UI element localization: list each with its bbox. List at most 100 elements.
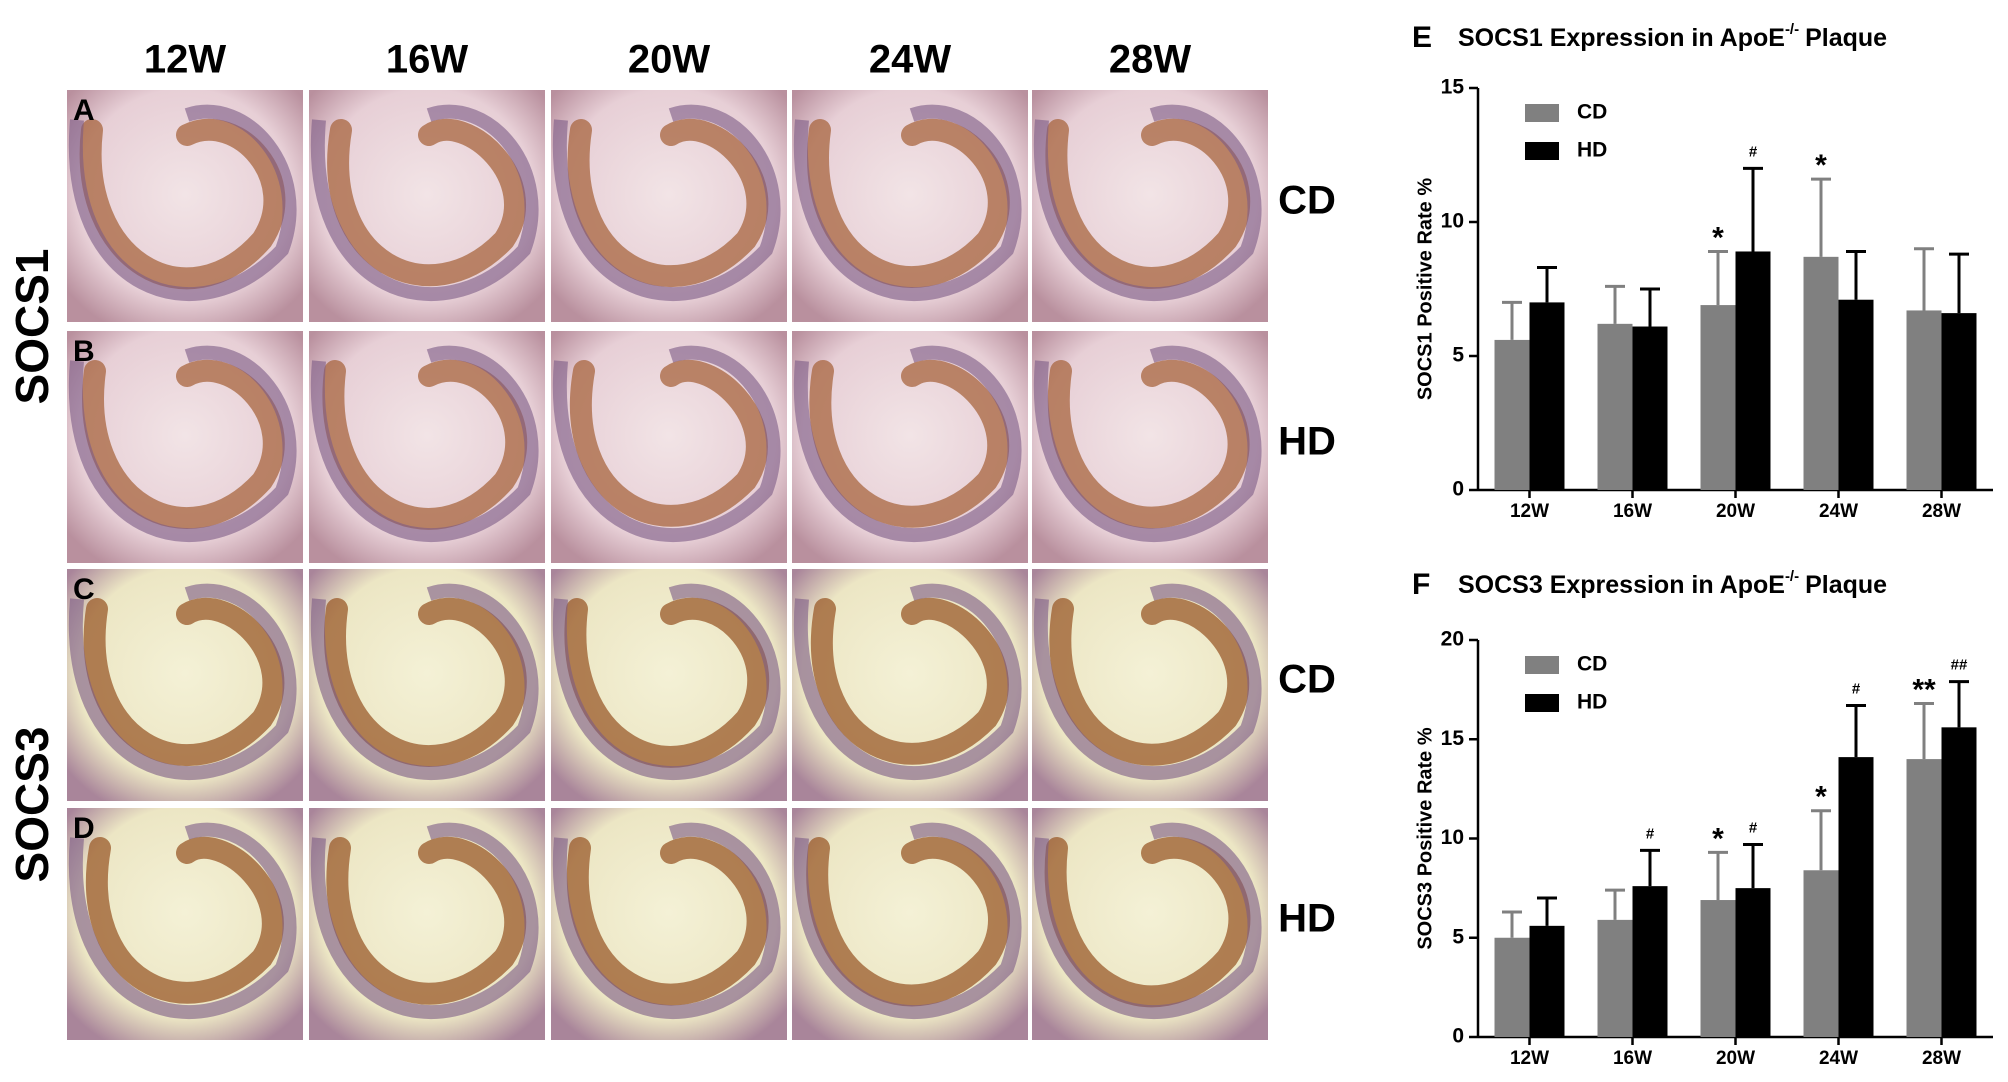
vessel-wall	[567, 836, 769, 1006]
title-part: SOCS3 Expression in ApoE	[1458, 571, 1785, 599]
legend-label: CD	[1577, 653, 1607, 676]
bar	[1735, 251, 1771, 490]
row-group-label: SOCS3	[6, 727, 58, 883]
vessel-wall	[324, 597, 527, 767]
bar	[1494, 937, 1530, 1037]
micrograph	[1032, 90, 1268, 322]
significance-mark: **	[1912, 673, 1936, 706]
vessel-wall-edge	[793, 583, 1022, 781]
vessel-wall	[807, 118, 1010, 288]
error-bar	[1605, 888, 1625, 920]
vessel-wall-edge	[310, 104, 539, 302]
vessel-wall-edge	[793, 345, 1022, 543]
bar	[1838, 299, 1874, 490]
micrograph	[1032, 569, 1268, 801]
vessel-wall	[1048, 359, 1250, 529]
y-tick-label: 10	[1441, 826, 1464, 849]
x-tick-label: 16W	[1613, 501, 1652, 522]
significance-mark: *	[1815, 781, 1827, 814]
x-tick-label: 12W	[1510, 501, 1549, 522]
x-tick-label: 28W	[1922, 501, 1961, 522]
legend-label: HD	[1577, 139, 1607, 162]
error-bar	[1640, 287, 1660, 327]
micrograph	[1032, 808, 1268, 1040]
vessel-wall-edge	[310, 345, 539, 543]
micrograph	[67, 808, 303, 1040]
error-bar	[1914, 247, 1934, 311]
vessel-wall	[327, 118, 526, 287]
vessel-wall-edge	[68, 822, 297, 1020]
y-axis-label: SOCS1 Positive Rate %	[1414, 178, 1436, 401]
significance-mark: *	[1712, 221, 1724, 254]
bar	[1494, 339, 1530, 490]
micrograph	[551, 808, 787, 1040]
significance-mark: #	[1646, 825, 1655, 842]
vessel-wall-edge	[68, 345, 297, 543]
vessel-wall-edge	[552, 104, 781, 302]
vessel-wall-edge	[552, 345, 781, 543]
micrograph	[551, 331, 787, 563]
chart-title: SOCS1 Expression in ApoE-/- Plaque	[1458, 21, 1887, 52]
y-tick-label: 5	[1452, 344, 1464, 367]
vessel-wall	[569, 359, 768, 527]
bar	[1735, 888, 1771, 1037]
error-bar	[1811, 809, 1831, 871]
vessel-wall	[1045, 118, 1251, 289]
error-bar	[1537, 266, 1557, 303]
column-header: 12W	[144, 38, 226, 82]
x-tick-label: 24W	[1819, 501, 1858, 522]
micrograph	[309, 808, 545, 1040]
bar	[1838, 757, 1874, 1037]
micrograph	[792, 90, 1028, 322]
error-bar	[1949, 252, 1969, 314]
bar	[1906, 759, 1942, 1037]
vessel-wall	[810, 597, 1009, 765]
error-bar	[1605, 284, 1625, 324]
x-tick-label: 28W	[1922, 1048, 1961, 1069]
panel-letter: C	[73, 573, 95, 606]
diet-label: CD	[1278, 658, 1336, 702]
vessel-wall	[567, 118, 769, 288]
diet-label: CD	[1278, 179, 1336, 223]
vessel-wall-edge	[1033, 104, 1262, 302]
bar	[1700, 305, 1736, 490]
error-bar	[1949, 680, 1969, 728]
vessel-wall	[564, 597, 770, 768]
bar	[1632, 326, 1668, 490]
bar	[1803, 256, 1839, 490]
error-bar	[1846, 704, 1866, 758]
bar	[1597, 919, 1633, 1037]
vessel-wall-edge	[310, 822, 539, 1020]
significance-mark: ##	[1951, 657, 1968, 674]
error-bar	[1846, 249, 1866, 300]
column-header: 24W	[869, 38, 951, 82]
panel-letter: A	[73, 94, 95, 127]
vessel-wall	[322, 359, 528, 530]
bar	[1803, 870, 1839, 1037]
y-tick-label: 20	[1441, 628, 1464, 651]
legend-swatch	[1525, 142, 1559, 160]
bar	[1529, 302, 1565, 490]
vessel-wall	[82, 359, 285, 529]
x-tick-label: 20W	[1716, 501, 1755, 522]
y-tick-label: 15	[1441, 727, 1465, 750]
bar	[1529, 925, 1565, 1037]
bar	[1700, 900, 1736, 1037]
legend-swatch	[1525, 694, 1559, 712]
vessel-wall-edge	[1033, 822, 1262, 1020]
bar	[1941, 313, 1977, 490]
vessel-wall-edge	[552, 822, 781, 1020]
micrograph	[551, 90, 787, 322]
bar	[1597, 323, 1633, 490]
panel-letter: E	[1412, 21, 1432, 54]
micrograph	[67, 331, 303, 563]
error-bar	[1640, 848, 1660, 887]
micrograph	[792, 569, 1028, 801]
micrograph	[67, 90, 303, 322]
bar	[1906, 310, 1942, 490]
title-part: Plaque	[1805, 571, 1887, 599]
micrograph	[792, 808, 1028, 1040]
vessel-wall-edge	[1033, 345, 1262, 543]
error-bar	[1743, 842, 1763, 889]
micrograph	[309, 331, 545, 563]
